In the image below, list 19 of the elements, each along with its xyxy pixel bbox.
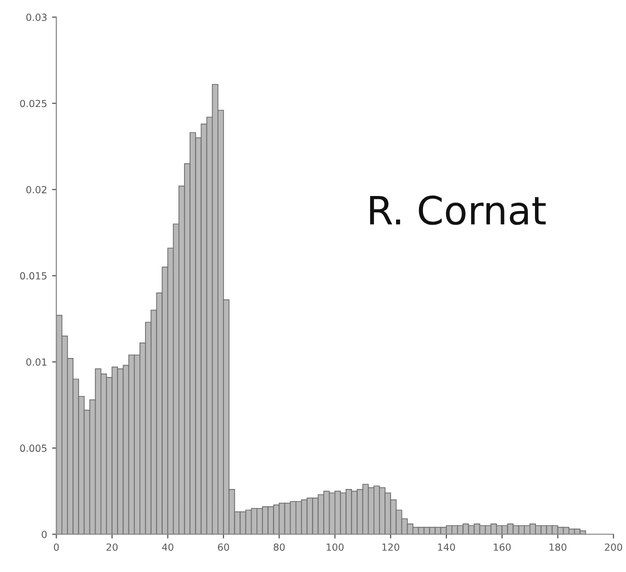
x-tick-label: 60 bbox=[218, 543, 230, 551]
x-tick-label: 20 bbox=[106, 543, 118, 551]
x-tick-label: 200 bbox=[604, 543, 622, 551]
x-tick-label: 140 bbox=[438, 543, 455, 551]
y-tick-label: 0.02 bbox=[26, 186, 46, 194]
x-tick-label: 0 bbox=[54, 543, 59, 551]
y-tick-label: 0.005 bbox=[20, 444, 46, 452]
y-tick-label: 0 bbox=[42, 530, 47, 538]
x-tick-label: 120 bbox=[382, 543, 400, 551]
x-tick-label: 180 bbox=[550, 543, 566, 551]
y-tick-label: 0.01 bbox=[26, 358, 46, 366]
y-tick-label: 0.025 bbox=[20, 100, 46, 108]
y-tick-label: 0.015 bbox=[20, 272, 46, 280]
annotation: R. Cornat bbox=[370, 196, 546, 225]
y-tick-label: 0.03 bbox=[26, 14, 47, 21]
x-tick-label: 80 bbox=[274, 543, 285, 551]
x-tick-label: 160 bbox=[494, 543, 511, 551]
x-tick-label: 40 bbox=[162, 543, 174, 551]
x-tick-label: 100 bbox=[326, 543, 344, 551]
